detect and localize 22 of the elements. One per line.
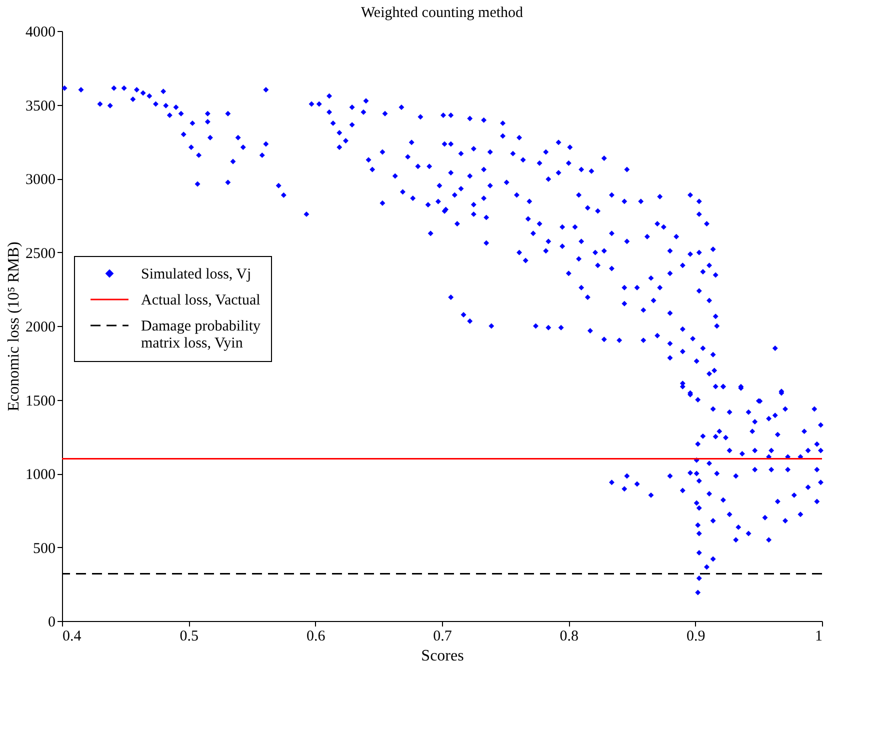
y-axis-title: Economic loss (10⁵ RMB) [6, 242, 22, 412]
y-tick-label: 0 [48, 614, 56, 630]
x-tick-label: 0.4 [62, 628, 82, 644]
legend-label: Damage probability matrix loss, Vyin [141, 318, 262, 352]
chart-title: Weighted counting method [360, 5, 524, 21]
y-tick-label: 2000 [26, 320, 56, 336]
y-tick-label: 1000 [26, 467, 56, 483]
y-tick-label: 4000 [26, 24, 56, 40]
x-tick-label: 0.8 [560, 628, 579, 644]
x-axis-title: Scores [421, 648, 464, 664]
x-tick-label: 1 [815, 628, 822, 644]
legend-label: Actual loss, Vactual [141, 292, 260, 308]
y-tick-label: 3000 [26, 172, 56, 188]
y-tick-label: 3500 [26, 98, 56, 114]
x-tick-label: 0.7 [433, 628, 452, 644]
x-tick-label: 0.9 [686, 628, 706, 644]
y-tick-label: 2500 [26, 246, 56, 262]
y-tick-label: 500 [33, 540, 56, 557]
x-tick-label: 0.6 [306, 628, 326, 644]
y-tick-label: 1500 [26, 393, 56, 410]
legend-label: Simulated loss, Vj [141, 266, 252, 282]
x-tick-label: 0.5 [180, 628, 199, 644]
